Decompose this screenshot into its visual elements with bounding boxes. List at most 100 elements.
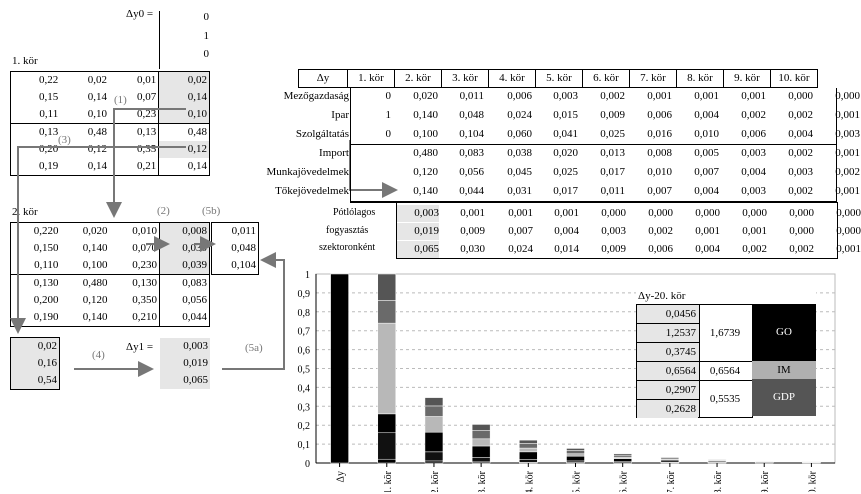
legend-value: 1,2537 — [637, 324, 699, 343]
x-tick-label: 3. kör — [477, 470, 488, 492]
cell: 0,110 — [34, 259, 59, 271]
consumption-cell: 0,000 — [836, 207, 861, 219]
bar-segment — [613, 458, 632, 462]
summary-cell: 0,003 — [835, 128, 860, 140]
dy1-label: Δy1 = — [126, 341, 154, 353]
bar-segment — [471, 430, 491, 440]
cell: 0,140 — [82, 242, 108, 254]
round2-col4: 0,008 0,030 0,039 0,083 0,056 0,044 — [160, 222, 210, 327]
consumption-cell: 0,004 — [554, 225, 579, 237]
summary-header: 1. kör — [347, 69, 395, 88]
legend-value: 0,2907 — [637, 381, 699, 400]
cell: 0,02 — [158, 71, 210, 89]
summary-cell: 0,003 — [553, 90, 578, 102]
consumption-cell: 0,014 — [554, 243, 579, 255]
consumption-cell: 0,030 — [460, 243, 485, 255]
summary-cell: 0,104 — [459, 128, 484, 140]
x-tick-label: 4. kör — [524, 470, 535, 492]
x-tick-label: 1. kör — [383, 470, 394, 492]
consumption-cell: 0,002 — [742, 243, 767, 255]
summary-cell: 0,045 — [507, 166, 532, 178]
cell: 0,220 — [33, 225, 59, 237]
summary-cell: 0,001 — [835, 185, 860, 197]
legend-swatches: GO IM GDP — [752, 304, 816, 416]
cell: 0,02 — [87, 74, 107, 86]
cell: 0,100 — [82, 259, 108, 271]
y-tick-label: 1 — [305, 270, 310, 281]
y-tick-label: 0,6 — [298, 346, 311, 357]
dy0-label: Δy0 = — [126, 8, 154, 20]
arrow-label-3: (3) — [58, 134, 71, 146]
summary-cell: 0,004 — [694, 185, 719, 197]
summary-header: 6. kör — [582, 69, 630, 88]
summary-cell: 0,056 — [459, 166, 484, 178]
cell: 0,02 — [10, 337, 60, 355]
summary-cell: 0 — [385, 90, 392, 102]
cell: 0,150 — [33, 242, 59, 254]
consumption-cell: 0,000 — [836, 225, 861, 237]
arrow-label-2: (2) — [157, 205, 170, 217]
summary-cell: 0,011 — [459, 90, 484, 102]
bar-segment — [613, 455, 632, 458]
cell: 0,210 — [132, 311, 157, 323]
cell: 0,01 — [136, 74, 157, 86]
bar-segment — [424, 451, 444, 462]
summary-cell: 0,041 — [553, 128, 578, 140]
y-tick-label: 0,5 — [298, 365, 311, 376]
summary-cell: 0,006 — [507, 90, 532, 102]
cell: 0,200 — [33, 294, 59, 306]
summary-header: 9. kör — [723, 69, 771, 88]
dy0-value: 0 — [203, 11, 210, 23]
cell: 0,13 — [39, 126, 59, 138]
summary-cell: 0,007 — [694, 166, 719, 178]
consumption-cell: 0,000 — [648, 207, 673, 219]
bar-segment — [707, 459, 727, 461]
cell: 0,056 — [182, 294, 207, 306]
cell: 0,13 — [136, 126, 157, 138]
consumption-cell: 0,006 — [648, 243, 673, 255]
cell: 0,130 — [33, 277, 59, 289]
cell: 0,54 — [10, 372, 60, 390]
row-label: Tőkejövedelmek — [275, 185, 349, 197]
cell: 0,044 — [182, 311, 207, 323]
cell: 0,15 — [39, 91, 59, 103]
cell: 0,14 — [158, 89, 210, 106]
summary-cell: 0,009 — [600, 109, 625, 121]
summary-cell: 0,002 — [788, 147, 813, 159]
summary-header-table: Δy 1. kör 2. kör 3. kör 4. kör 5. kör 6.… — [298, 69, 818, 88]
summary-cell: 0,004 — [694, 109, 719, 121]
legend-value: 0,2628 — [637, 400, 699, 418]
bar-segment — [330, 273, 349, 464]
y-tick-label: 0,1 — [298, 440, 311, 451]
x-tick-label: 7. kör — [666, 470, 677, 492]
x-tick-label: 10. kör — [807, 470, 818, 492]
bar-segment — [377, 413, 397, 434]
cell: 0,130 — [132, 277, 157, 289]
bar-segment — [424, 460, 444, 464]
summary-header: 4. kör — [488, 69, 536, 88]
summary-cell: 0,002 — [835, 166, 860, 178]
arrow-label-4: (4) — [92, 349, 105, 361]
bar-segment — [424, 405, 444, 417]
dy0-value: 1 — [203, 30, 210, 42]
bar-segment — [471, 438, 491, 447]
cell: 0,48 — [87, 126, 107, 138]
x-tick-label: 6. kör — [619, 470, 630, 492]
cell: 0,10 — [158, 106, 210, 124]
bar-segment — [424, 397, 444, 407]
cell: 0,14 — [158, 158, 210, 176]
consumption-cell: 0,007 — [508, 225, 533, 237]
y-tick-label: 0,8 — [298, 308, 311, 319]
summary-cell: 0,480 — [413, 147, 438, 159]
bar-segment — [519, 451, 538, 460]
cell: 0,048 — [231, 242, 256, 254]
summary-cell: 0,003 — [741, 147, 766, 159]
consumption-cell: 0,001 — [695, 225, 720, 237]
consumption-cell: 0,001 — [554, 207, 579, 219]
summary-cell: 0,120 — [413, 166, 438, 178]
cell: 0,140 — [82, 311, 108, 323]
cell: 0,14 — [87, 160, 107, 172]
summary-cell: 0,010 — [694, 128, 719, 140]
summary-header: Δy — [298, 69, 348, 88]
bar-segment — [519, 459, 538, 463]
